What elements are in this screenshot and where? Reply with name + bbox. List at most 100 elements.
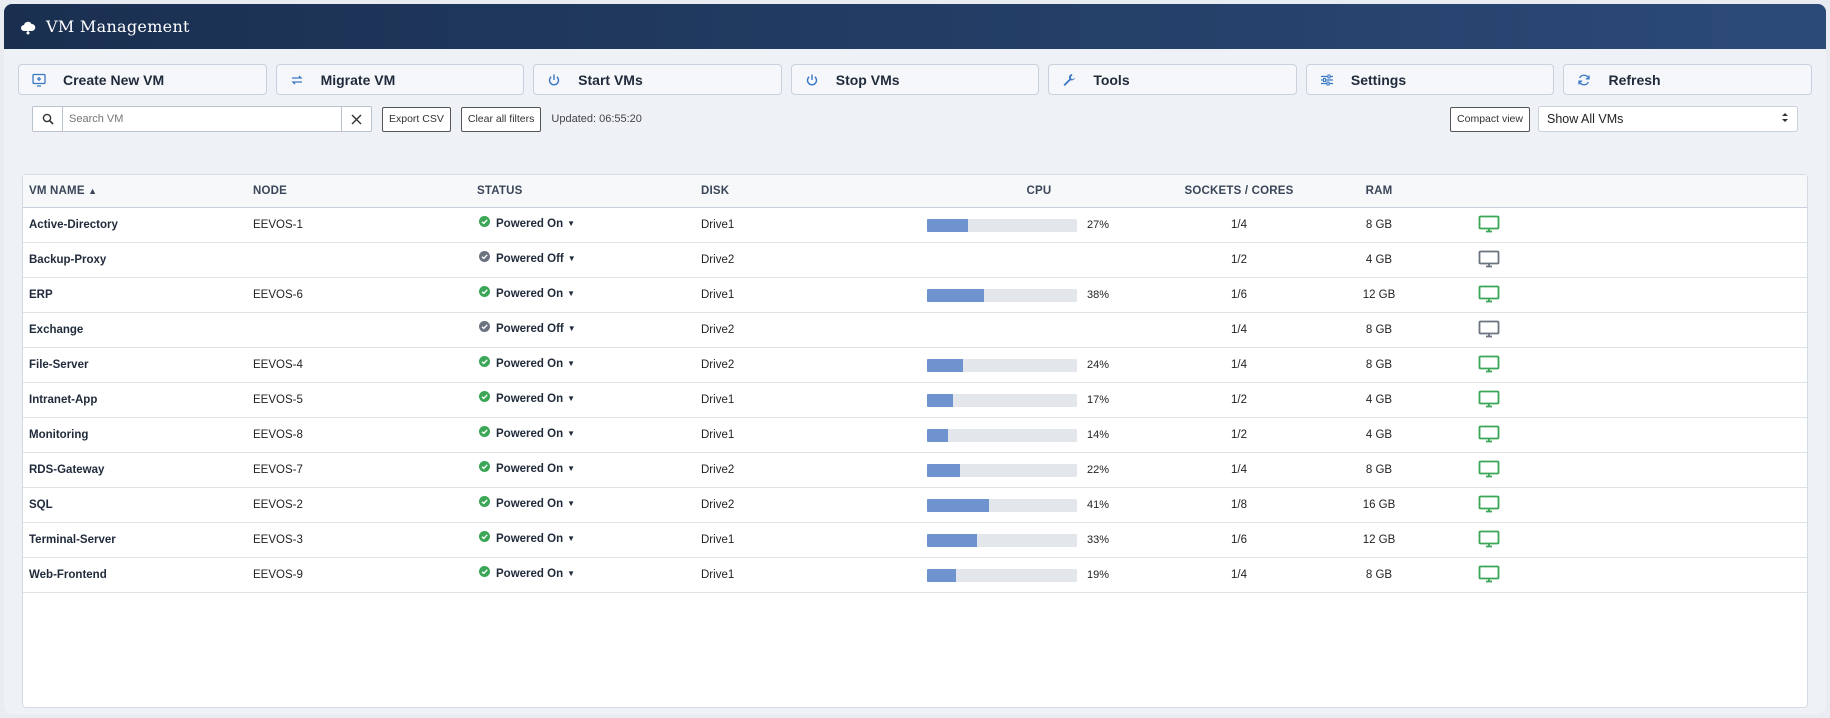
caret-down-icon: ▼ [567, 534, 576, 544]
status-dropdown[interactable]: Powered On ▼ [477, 426, 576, 440]
vm-name[interactable]: File-Server [29, 359, 89, 371]
table-header: VM NAME ▲ NODE STATUS DISK CPU SOCKETS /… [23, 175, 1807, 208]
sliders-icon [1319, 72, 1335, 88]
table-row[interactable]: Monitoring EEVOS-8 Powered On ▼ Drive1 14% 1/2… [23, 418, 1807, 453]
table-row[interactable]: Exchange Powered Off ▼ Drive2 1/4 8 GB [23, 313, 1807, 348]
header-node[interactable]: NODE [253, 185, 288, 197]
console-monitor-icon[interactable] [1478, 355, 1500, 373]
table-row[interactable]: Intranet-App EEVOS-5 Powered On ▼ Drive1 17% 1… [23, 383, 1807, 418]
status-dropdown[interactable]: Powered On ▼ [477, 566, 575, 580]
table-body: Active-Directory EEVOS-1 Powered On ▼ Drive1… [23, 208, 1807, 593]
header-disk[interactable]: DISK [701, 185, 730, 197]
caret-down-icon: ▼ [567, 289, 576, 299]
header-status[interactable]: STATUS [477, 185, 523, 197]
console-monitor-icon[interactable] [1478, 530, 1500, 548]
status-dropdown[interactable]: Powered Off ▼ [477, 251, 576, 265]
console-monitor-icon[interactable] [1478, 250, 1500, 268]
vm-ram: 8 GB [1365, 219, 1393, 231]
vm-name[interactable]: Intranet-App [29, 394, 98, 406]
vm-name[interactable]: Terminal-Server [29, 534, 116, 546]
vm-name[interactable]: Active-Directory [29, 219, 118, 231]
vm-name[interactable]: Backup-Proxy [29, 254, 107, 266]
table-row[interactable]: Web-Frontend EEVOS-9 Powered On ▼ Drive1 19% 1… [23, 558, 1807, 593]
vm-disk: Drive2 [701, 359, 735, 371]
console-monitor-icon[interactable] [1478, 215, 1500, 233]
cpu-bar-fill [927, 428, 948, 442]
powered-on-icon [479, 496, 490, 508]
view-filter-value: Show All VMs [1547, 112, 1624, 126]
header-cpu[interactable]: CPU [1026, 185, 1052, 197]
status-dropdown[interactable]: Powered On ▼ [477, 391, 575, 405]
table-row[interactable]: File-Server EEVOS-4 Powered On ▼ Drive2 24% 1/… [23, 348, 1807, 383]
caret-down-icon: ▼ [567, 429, 576, 439]
console-monitor-icon[interactable] [1478, 320, 1500, 338]
vm-node: EEVOS-9 [253, 569, 303, 581]
clear-search-icon[interactable] [341, 107, 371, 131]
stop-vms-button[interactable]: Stop VMs [790, 64, 1040, 95]
caret-down-icon: ▼ [567, 254, 576, 264]
table-row[interactable]: Backup-Proxy Powered Off ▼ Drive2 1/2 4 GB [23, 243, 1807, 278]
vm-ram: 4 GB [1365, 394, 1393, 406]
select-arrows-icon [1781, 112, 1789, 126]
vm-name[interactable]: ERP [29, 289, 53, 301]
header-sockets-cores[interactable]: SOCKETS / CORES [1184, 185, 1294, 197]
migrate-icon [289, 72, 305, 88]
status-dropdown[interactable]: Powered On ▼ [477, 461, 575, 475]
vm-name[interactable]: Exchange [29, 324, 84, 336]
tools-button[interactable]: Tools [1048, 64, 1297, 95]
console-monitor-icon[interactable] [1478, 460, 1500, 478]
cpu-bar [927, 568, 1077, 582]
filter-bar: Export CSV Clear all filters Updated: 06… [32, 106, 1798, 132]
settings-button[interactable]: Settings [1305, 64, 1555, 95]
powered-on-icon [479, 216, 490, 228]
console-monitor-icon[interactable] [1478, 285, 1500, 303]
migrate-vm-button[interactable]: Migrate VM [275, 64, 525, 95]
refresh-button[interactable]: Refresh [1563, 64, 1813, 95]
status-dropdown[interactable]: Powered On ▼ [477, 286, 576, 300]
vm-name[interactable]: SQL [29, 499, 53, 511]
status-label: Powered Off [496, 322, 564, 335]
console-monitor-icon[interactable] [1478, 425, 1500, 443]
vm-name[interactable]: RDS-Gateway [29, 464, 105, 476]
status-dropdown[interactable]: Powered Off ▼ [477, 321, 576, 335]
header-vm-name[interactable]: VM NAME ▲ [29, 185, 98, 197]
vm-node: EEVOS-6 [253, 289, 303, 301]
console-monitor-icon[interactable] [1478, 495, 1500, 513]
vm-name[interactable]: Web-Frontend [29, 569, 107, 581]
table-row[interactable]: SQL EEVOS-2 Powered On ▼ Drive2 41% 1/8 16 GB [23, 488, 1807, 523]
vm-ram: 8 GB [1365, 569, 1393, 581]
table-row[interactable]: Terminal-Server EEVOS-3 Powered On ▼ Drive1 3… [23, 523, 1807, 558]
search-icon[interactable] [33, 107, 63, 131]
export-csv-button[interactable]: Export CSV [382, 106, 451, 132]
cpu-bar [927, 218, 1077, 232]
status-dropdown[interactable]: Powered On ▼ [477, 356, 576, 370]
status-dropdown[interactable]: Powered On ▼ [477, 216, 575, 230]
table-row[interactable]: RDS-Gateway EEVOS-7 Powered On ▼ Drive2 22% 1/… [23, 453, 1807, 488]
powered-on-icon [479, 531, 490, 543]
compact-view-button[interactable]: Compact view [1450, 106, 1530, 132]
status-label: Powered On [496, 357, 564, 370]
caret-down-icon: ▼ [567, 359, 576, 369]
start-vms-button[interactable]: Start VMs [533, 64, 782, 95]
search-input[interactable] [63, 107, 341, 131]
vm-sockets-cores: 1/4 [1231, 464, 1247, 476]
clear-filters-button[interactable]: Clear all filters [460, 106, 542, 132]
cpu-bar [927, 498, 1077, 512]
powered-off-icon [479, 251, 490, 263]
cpu-bar-fill [927, 498, 989, 512]
cpu-percent: 27% [1087, 219, 1110, 231]
view-filter-select[interactable]: Show All VMs [1538, 106, 1798, 132]
vm-disk: Drive1 [701, 394, 735, 406]
status-dropdown[interactable]: Powered On ▼ [477, 496, 575, 510]
app-title: VM Management [46, 17, 190, 36]
console-monitor-icon[interactable] [1478, 565, 1500, 583]
create-vm-button[interactable]: Create New VM [18, 64, 267, 95]
table-row[interactable]: Active-Directory EEVOS-1 Powered On ▼ Drive1… [23, 208, 1807, 243]
vm-name[interactable]: Monitoring [29, 429, 89, 441]
console-monitor-icon[interactable] [1478, 390, 1500, 408]
table-row[interactable]: ERP EEVOS-6 Powered On ▼ Drive1 38% 1/6 12 GB [23, 278, 1807, 313]
header-ram[interactable]: RAM [1365, 185, 1393, 197]
cpu-bar [927, 393, 1077, 407]
status-dropdown[interactable]: Powered On ▼ [477, 531, 576, 545]
monitor-plus-icon [31, 72, 47, 88]
